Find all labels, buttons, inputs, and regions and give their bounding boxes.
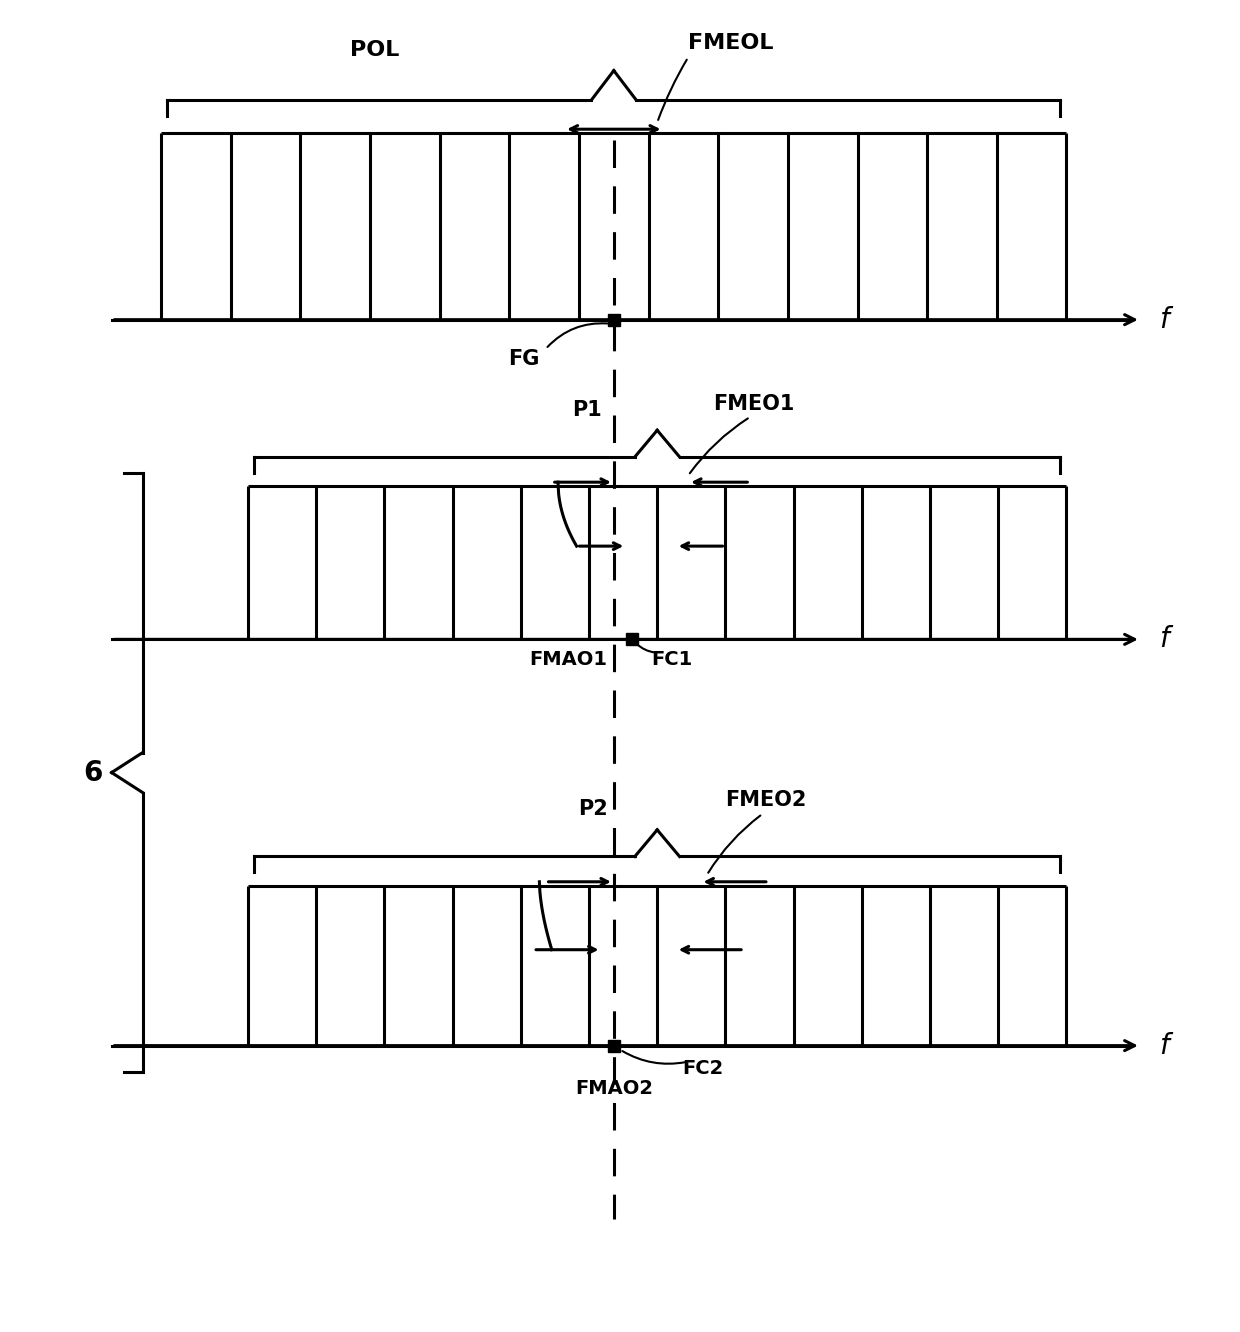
Text: FMAO1: FMAO1 xyxy=(529,650,608,669)
Text: P2: P2 xyxy=(578,799,608,819)
Text: $f$: $f$ xyxy=(1159,1031,1174,1060)
Text: FC2: FC2 xyxy=(682,1059,723,1078)
Text: FC1: FC1 xyxy=(651,650,692,669)
Text: 6: 6 xyxy=(83,758,103,787)
Text: FG: FG xyxy=(508,349,539,369)
Text: $f$: $f$ xyxy=(1159,305,1174,334)
Text: FMAO2: FMAO2 xyxy=(575,1079,652,1098)
Text: POL: POL xyxy=(351,40,399,60)
Text: FMEOL: FMEOL xyxy=(688,33,774,53)
Text: FMEO2: FMEO2 xyxy=(725,790,807,810)
Text: P1: P1 xyxy=(572,400,601,420)
Text: FMEO1: FMEO1 xyxy=(713,394,795,414)
Text: $f$: $f$ xyxy=(1159,625,1174,654)
